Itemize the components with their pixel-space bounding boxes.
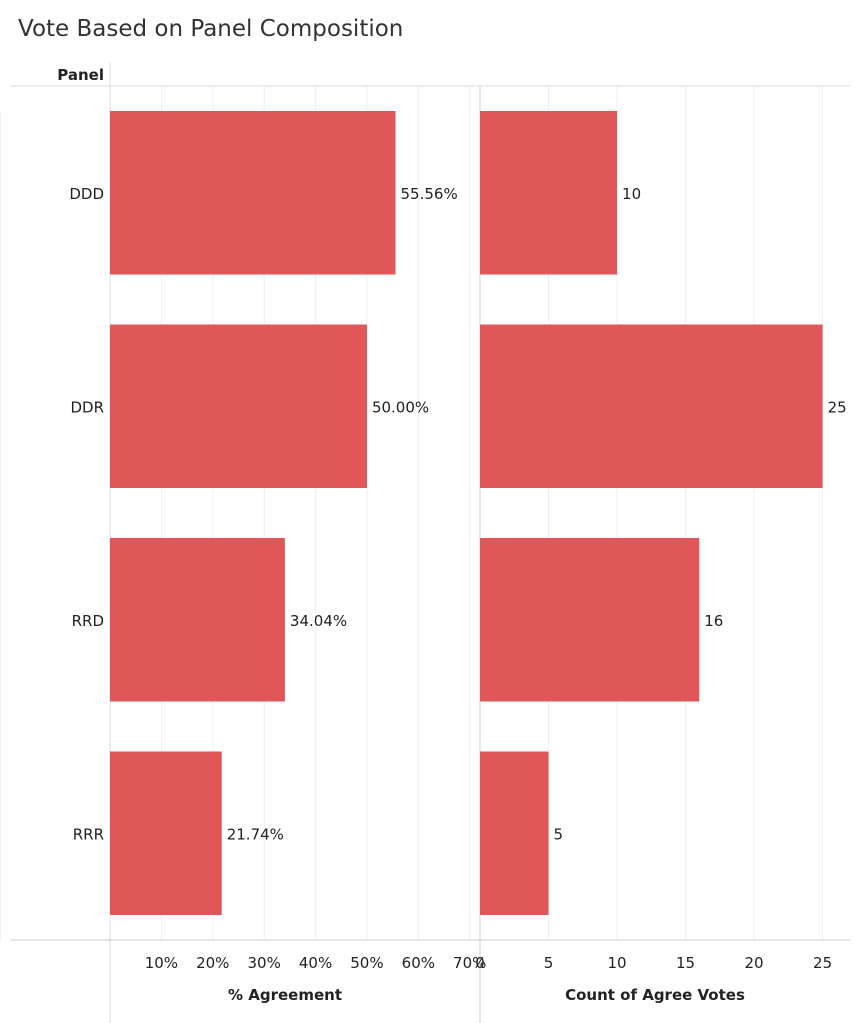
category-label: RRD	[72, 612, 104, 630]
bar	[110, 751, 222, 915]
tick-label: 50%	[350, 954, 383, 972]
bar	[480, 538, 700, 702]
tick-label: 15	[676, 954, 695, 972]
tick-label: 5	[544, 954, 554, 972]
tick-label: 0	[475, 954, 485, 972]
x-axis-title: Count of Agree Votes	[565, 986, 745, 1004]
category-label: RRR	[73, 825, 104, 843]
value-label: 34.04%	[290, 612, 347, 630]
value-label: 16	[704, 612, 723, 630]
tick-labels: 10% 20% 30% 40% 50% 60% 70%0 5 10 15 20 25	[145, 954, 832, 972]
category-label: DDR	[70, 398, 104, 416]
category-label: DDD	[69, 185, 104, 203]
bars	[110, 111, 823, 915]
category-labels: DDD DDR RRD RRR	[69, 185, 104, 844]
bar	[480, 751, 549, 915]
tick-label: 30%	[247, 954, 280, 972]
tick-label: 10%	[145, 954, 178, 972]
bar	[480, 324, 823, 488]
bar	[110, 538, 285, 702]
value-label: 50.00%	[372, 398, 429, 416]
value-label: 10	[622, 185, 641, 203]
bar	[110, 111, 396, 275]
row-header: Panel	[57, 66, 104, 84]
tick-label: 20	[745, 954, 764, 972]
value-labels: 55.56% 50.00% 34.04% 21.74% 10 25 16 5	[227, 185, 847, 844]
tick-label: 40%	[299, 954, 332, 972]
value-label: 21.74%	[227, 825, 284, 843]
tick-label: 70%	[453, 954, 486, 972]
tick-label: 25	[813, 954, 832, 972]
bar	[110, 324, 367, 488]
tick-label: 10	[607, 954, 626, 972]
value-label: 5	[554, 825, 564, 843]
bar	[480, 111, 618, 275]
value-label: 55.56%	[401, 185, 458, 203]
x-axis-title: % Agreement	[228, 986, 342, 1004]
tick-label: 20%	[196, 954, 229, 972]
chart-title: Vote Based on Panel Composition	[18, 16, 404, 42]
axis-titles: % Agreement Count of Agree Votes	[228, 986, 745, 1004]
value-label: 25	[828, 398, 847, 416]
tick-label: 60%	[402, 954, 435, 972]
